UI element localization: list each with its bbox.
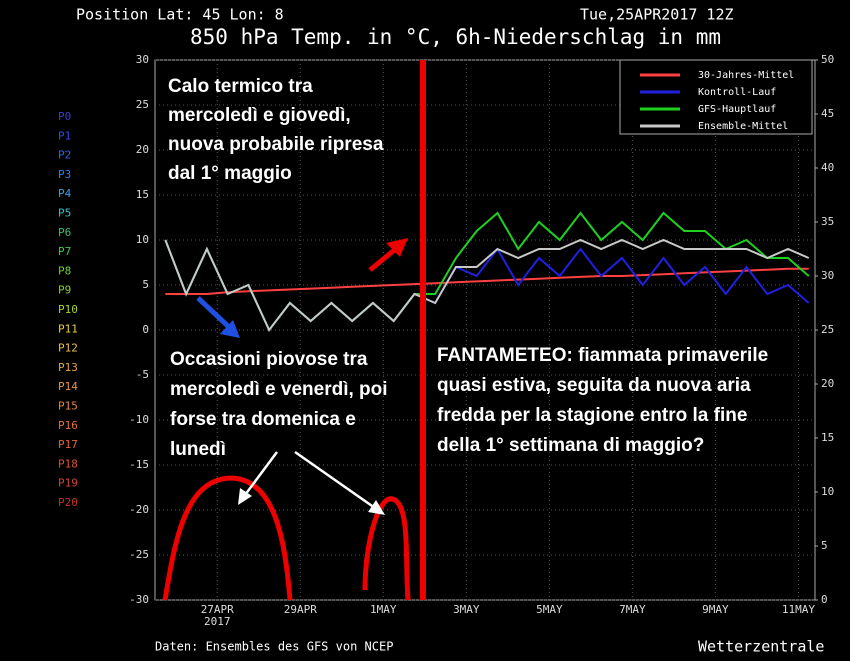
member-label: P10 — [58, 303, 78, 316]
member-label: P20 — [58, 496, 78, 509]
member-label: P16 — [58, 419, 78, 432]
y-tick-label: 10 — [136, 233, 149, 246]
annotation: della 1° settimana di maggio? — [437, 435, 704, 456]
member-label: P1 — [58, 129, 71, 142]
plot — [155, 59, 815, 601]
x-tick-label: 27APR — [201, 603, 234, 616]
y-tick-label: -25 — [129, 548, 149, 561]
y2-tick-label: 0 — [821, 593, 828, 606]
y-tick-label: 30 — [136, 53, 149, 66]
annotation: nuova probabile ripresa — [168, 134, 384, 155]
y-tick-label: -15 — [129, 458, 149, 471]
y2-tick-label: 50 — [821, 53, 834, 66]
rain-highlights — [162, 475, 411, 601]
arrow — [243, 451, 279, 496]
annotation: fredda per la stagione entro la fine — [437, 405, 747, 426]
x-tick-label: 1MAY — [370, 603, 397, 616]
member-label: P3 — [58, 168, 71, 181]
member-label: P4 — [58, 187, 72, 200]
y-tick-label: -30 — [129, 593, 149, 606]
x-tick-label: 7MAY — [619, 603, 646, 616]
legend-label: 30-Jahres-Mittel — [698, 70, 794, 81]
arrow-head — [238, 488, 252, 505]
y-tick-label: 15 — [136, 188, 149, 201]
annotation: lunedì — [170, 439, 226, 460]
y2-tick-label: 35 — [821, 215, 834, 228]
legend-label: Ensemble-Mittel — [698, 121, 788, 132]
member-label: P2 — [58, 149, 71, 162]
x-tick-label: 5MAY — [536, 603, 563, 616]
x-tick-label: 11MAY — [782, 603, 815, 616]
y2-tick-label: 5 — [821, 539, 828, 552]
member-label: P12 — [58, 342, 78, 355]
arrow-head — [220, 320, 240, 338]
member-label: P17 — [58, 438, 78, 451]
arrows — [196, 238, 408, 515]
member-label: P18 — [58, 457, 78, 470]
member-label: P7 — [58, 245, 71, 258]
brand: Wetterzentrale — [698, 638, 824, 656]
member-label: P15 — [58, 400, 78, 413]
annotation: dal 1° maggio — [168, 163, 292, 184]
y-tick-label: -10 — [129, 413, 149, 426]
position: Position Lat: 45 Lon: 8 — [76, 6, 284, 24]
y-tick-label: 25 — [136, 98, 149, 111]
arrow — [368, 245, 400, 272]
x-year-label: 2017 — [204, 615, 231, 628]
x-tick-label: 3MAY — [453, 603, 480, 616]
y-tick-label: 5 — [142, 278, 149, 291]
x-tick-label: 29APR — [284, 603, 317, 616]
chart-title: 850 hPa Temp. in °C, 6h-Niederschlag in … — [190, 25, 721, 49]
legend-label: GFS-Hauptlauf — [698, 104, 776, 115]
member-label: P6 — [58, 226, 71, 239]
annotation: Occasioni piovose tra — [170, 349, 368, 370]
arrow-head — [386, 238, 408, 257]
member-label: P14 — [58, 380, 78, 393]
legend — [619, 59, 813, 135]
y2-tick-label: 40 — [821, 161, 834, 174]
annotation: forse tra domenica e — [170, 409, 356, 430]
y2-tick-label: 15 — [821, 431, 834, 444]
annotation: FANTAMETEO: fiammata primaverile — [437, 345, 768, 366]
y2-tick-label: 30 — [821, 269, 834, 282]
y-tick-label: -5 — [136, 368, 149, 381]
member-label: P11 — [58, 322, 78, 335]
annotation: Calo termico tra — [168, 76, 313, 97]
member-label: P13 — [58, 361, 78, 374]
member-label: P19 — [58, 477, 78, 490]
member-label: P5 — [58, 207, 71, 220]
annotation: mercoledì e venerdì, poi — [170, 379, 388, 400]
member-label: P8 — [58, 264, 71, 277]
arrow-head — [368, 500, 385, 515]
highlight — [162, 475, 293, 601]
y-tick-label: 20 — [136, 143, 149, 156]
arrow — [294, 450, 376, 510]
arrow — [196, 296, 232, 330]
series-line — [165, 267, 809, 295]
date: Tue,25APR2017 12Z — [580, 6, 734, 24]
y-tick-label: -20 — [129, 503, 149, 516]
y-tick-label: 0 — [142, 323, 149, 336]
series-line — [164, 238, 810, 332]
highlight — [362, 496, 411, 601]
x-tick-label: 9MAY — [702, 603, 729, 616]
legend-label: Kontroll-Lauf — [698, 87, 776, 98]
member-label: P9 — [58, 284, 71, 297]
footer: Daten: Ensembles des GFS von NCEP — [155, 640, 393, 654]
y2-tick-label: 45 — [821, 107, 834, 120]
member-label: P0 — [58, 110, 71, 123]
y2-tick-label: 10 — [821, 485, 834, 498]
annotation: mercoledì e giovedì, — [168, 105, 351, 126]
y2-tick-label: 25 — [821, 323, 834, 336]
y2-tick-label: 20 — [821, 377, 834, 390]
annotation: quasi estiva, seguita da nuova aria — [437, 375, 751, 396]
